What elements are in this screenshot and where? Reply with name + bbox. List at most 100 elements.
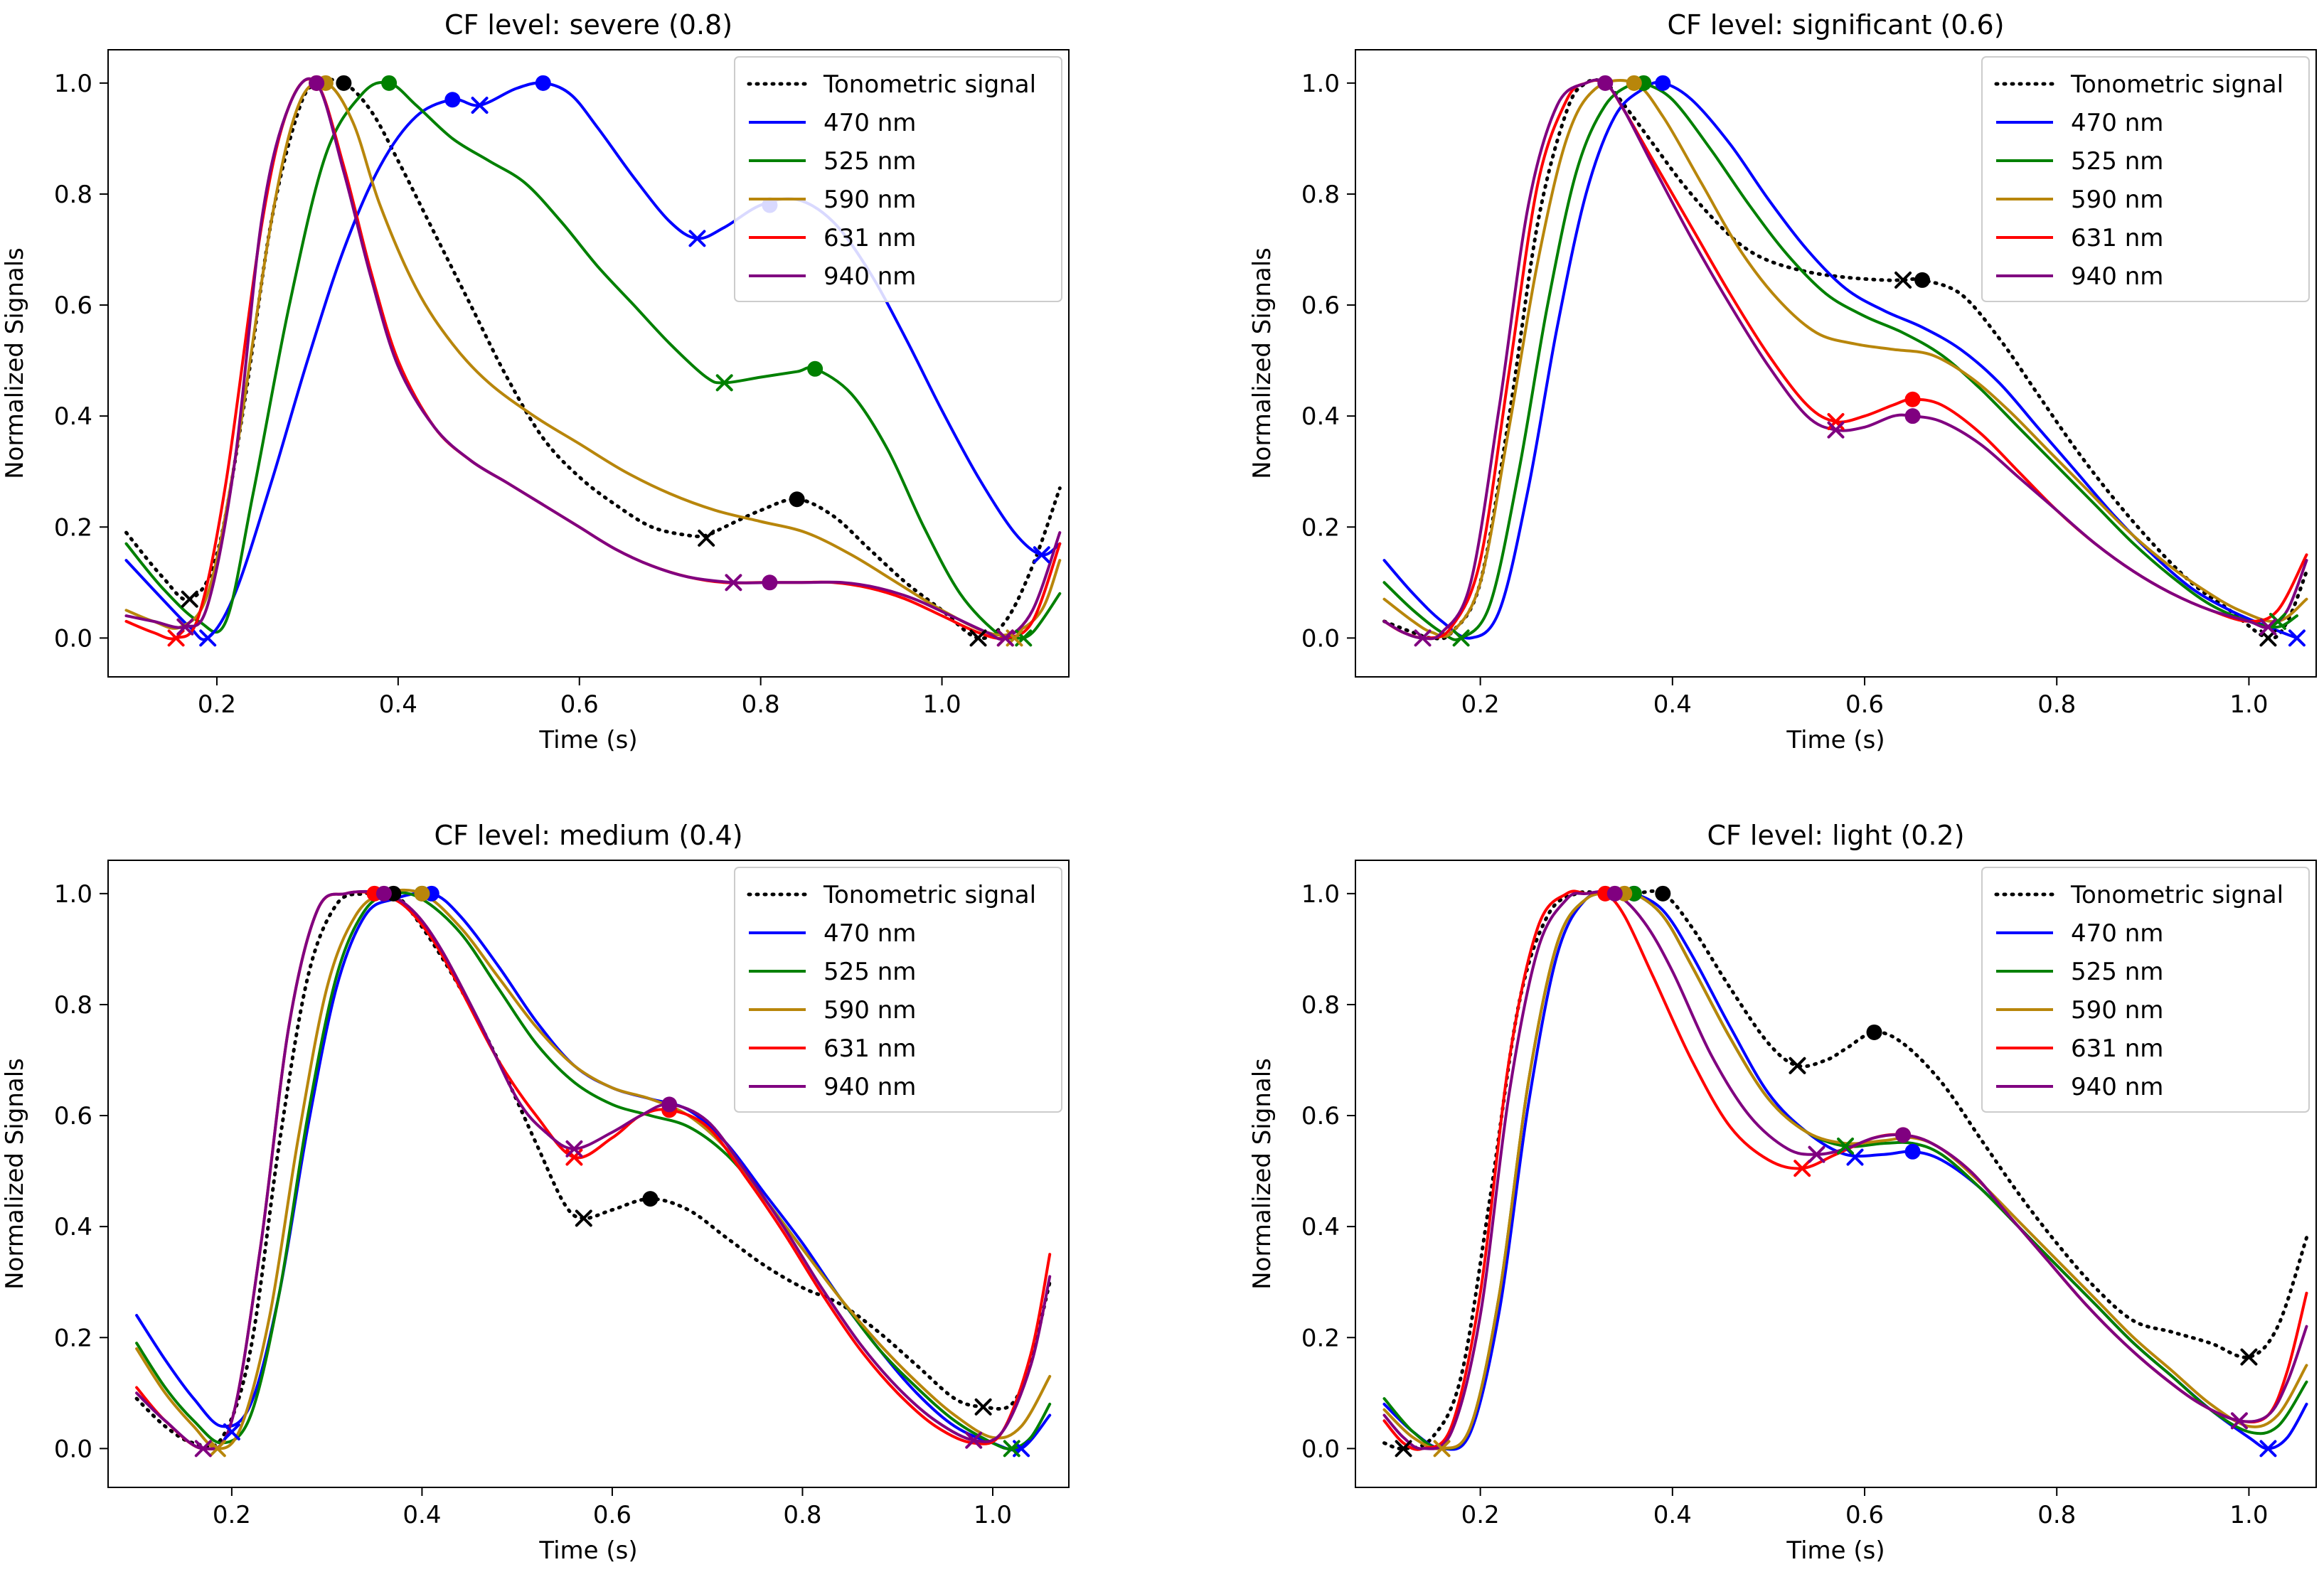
y-axis-label: Normalized Signals xyxy=(1248,247,1276,479)
valley-marker xyxy=(2259,1440,2277,1458)
x-tick-label: 0.2 xyxy=(213,1501,251,1529)
legend-label: 631 nm xyxy=(823,224,916,252)
axes-frame xyxy=(107,49,1070,678)
valley-marker xyxy=(199,629,217,647)
y-tick-label: 0.2 xyxy=(1301,513,1340,542)
valley-marker xyxy=(471,97,489,114)
y-tick-label: 0.0 xyxy=(1301,624,1340,653)
legend-label: Tonometric signal xyxy=(823,881,1036,909)
series-line-0 xyxy=(124,77,1062,641)
series-line-3 xyxy=(1382,890,2308,1450)
legend-label: 940 nm xyxy=(823,262,916,291)
valley-marker xyxy=(1837,1137,1855,1155)
y-tick-label: 0.6 xyxy=(54,1102,92,1130)
legend-label: 590 nm xyxy=(823,186,916,214)
legend: Tonometric signal 470 nm 525 nm 590 nm 631 n… xyxy=(734,867,1062,1113)
x-tick-label: 0.8 xyxy=(742,690,780,719)
x-tick-label: 0.8 xyxy=(2037,690,2076,719)
axes-frame xyxy=(107,860,1070,1488)
legend-label: Tonometric signal xyxy=(2070,881,2283,909)
x-tick-label: 0.4 xyxy=(403,1501,441,1529)
y-tick-label: 0.0 xyxy=(1301,1435,1340,1463)
x-tick-label: 0.2 xyxy=(198,690,236,719)
series-line-3 xyxy=(1382,78,2308,638)
valley-marker xyxy=(1433,1440,1451,1458)
y-tick-label: 0.2 xyxy=(54,1324,92,1352)
y-tick-label: 0.6 xyxy=(54,292,92,320)
peak-marker xyxy=(381,75,398,91)
plot-area xyxy=(124,75,1062,647)
y-tick-label: 1.0 xyxy=(1301,70,1340,98)
x-tick-label: 0.6 xyxy=(593,1501,631,1529)
y-tick-label: 0.2 xyxy=(1301,1324,1340,1352)
peak-marker xyxy=(1904,1143,1921,1160)
valley-marker xyxy=(974,1398,992,1416)
valley-marker xyxy=(688,230,706,247)
chart-title: CF level: medium (0.4) xyxy=(434,820,742,851)
valley-marker xyxy=(1793,1160,1811,1177)
legend-box xyxy=(1981,867,2310,1113)
legend-label: 631 nm xyxy=(823,1034,916,1063)
series-line-5 xyxy=(1382,78,2308,641)
peak-marker xyxy=(807,360,823,377)
valley-marker xyxy=(2269,612,2286,630)
y-tick-label: 1.0 xyxy=(1301,880,1340,909)
y-tick-label: 0.4 xyxy=(1301,1213,1340,1241)
peak-marker xyxy=(642,1191,659,1207)
y-axis-label: Normalized Signals xyxy=(1,247,29,479)
series-line-2 xyxy=(124,80,1062,640)
x-tick-label: 0.4 xyxy=(1653,1501,1692,1529)
y-tick-label: 1.0 xyxy=(54,880,92,909)
y-tick-label: 0.4 xyxy=(54,1213,92,1241)
chart-title: CF level: light (0.2) xyxy=(1707,820,1964,851)
y-tick-label: 0.6 xyxy=(1301,1102,1340,1130)
axes-frame xyxy=(1355,860,2317,1488)
peak-marker xyxy=(1904,391,1921,407)
peak-marker xyxy=(1655,75,1671,91)
valley-marker xyxy=(181,590,198,608)
x-tick-label: 0.4 xyxy=(379,690,417,719)
valley-marker xyxy=(1789,1057,1806,1074)
valley-marker xyxy=(715,374,733,392)
y-tick-label: 0.4 xyxy=(54,402,92,431)
legend-box xyxy=(734,56,1062,302)
x-tick-label: 0.2 xyxy=(1461,690,1500,719)
peak-marker xyxy=(661,1096,678,1113)
legend-label: 525 nm xyxy=(823,958,916,986)
y-tick-label: 1.0 xyxy=(54,70,92,98)
peak-marker xyxy=(1626,75,1642,91)
peak-marker xyxy=(1904,408,1921,424)
series-line-0 xyxy=(1382,77,2308,641)
chart-title: CF level: severe (0.8) xyxy=(444,9,732,41)
valley-marker xyxy=(223,1423,240,1440)
valley-marker xyxy=(1452,629,1470,647)
series-line-5 xyxy=(1382,889,2308,1450)
valley-marker xyxy=(1827,421,1845,439)
legend-label: 470 nm xyxy=(823,109,916,137)
legend-label: 525 nm xyxy=(823,147,916,176)
plot-area xyxy=(134,885,1052,1458)
x-tick-label: 0.6 xyxy=(560,690,599,719)
legend-box xyxy=(1981,56,2310,302)
peak-marker xyxy=(375,885,392,902)
series-line-3 xyxy=(135,888,1052,1450)
legend-label: 631 nm xyxy=(2071,224,2163,252)
valley-marker xyxy=(965,1431,983,1449)
x-axis-label: Time (s) xyxy=(1786,726,1885,754)
y-axis-label: Normalized Signals xyxy=(1248,1058,1276,1290)
peak-marker xyxy=(1895,1127,1912,1143)
peak-marker xyxy=(1606,885,1623,902)
x-tick-label: 0.8 xyxy=(783,1501,821,1529)
y-tick-label: 0.8 xyxy=(1301,181,1340,209)
x-tick-label: 1.0 xyxy=(974,1501,1012,1529)
x-tick-label: 0.8 xyxy=(2037,1501,2076,1529)
x-axis-label: Time (s) xyxy=(1786,1536,1885,1565)
y-tick-label: 0.8 xyxy=(1301,991,1340,1020)
x-tick-label: 0.6 xyxy=(1845,1501,1884,1529)
x-tick-label: 1.0 xyxy=(923,690,961,719)
subplot-1: CF level: severe (0.8) 0.2 0.4 0.6 0.8 1.0 0.0… xyxy=(1,9,1070,754)
y-tick-label: 0.4 xyxy=(1301,402,1340,431)
valley-marker xyxy=(996,629,1014,647)
x-axis-label: Time (s) xyxy=(538,1536,637,1565)
